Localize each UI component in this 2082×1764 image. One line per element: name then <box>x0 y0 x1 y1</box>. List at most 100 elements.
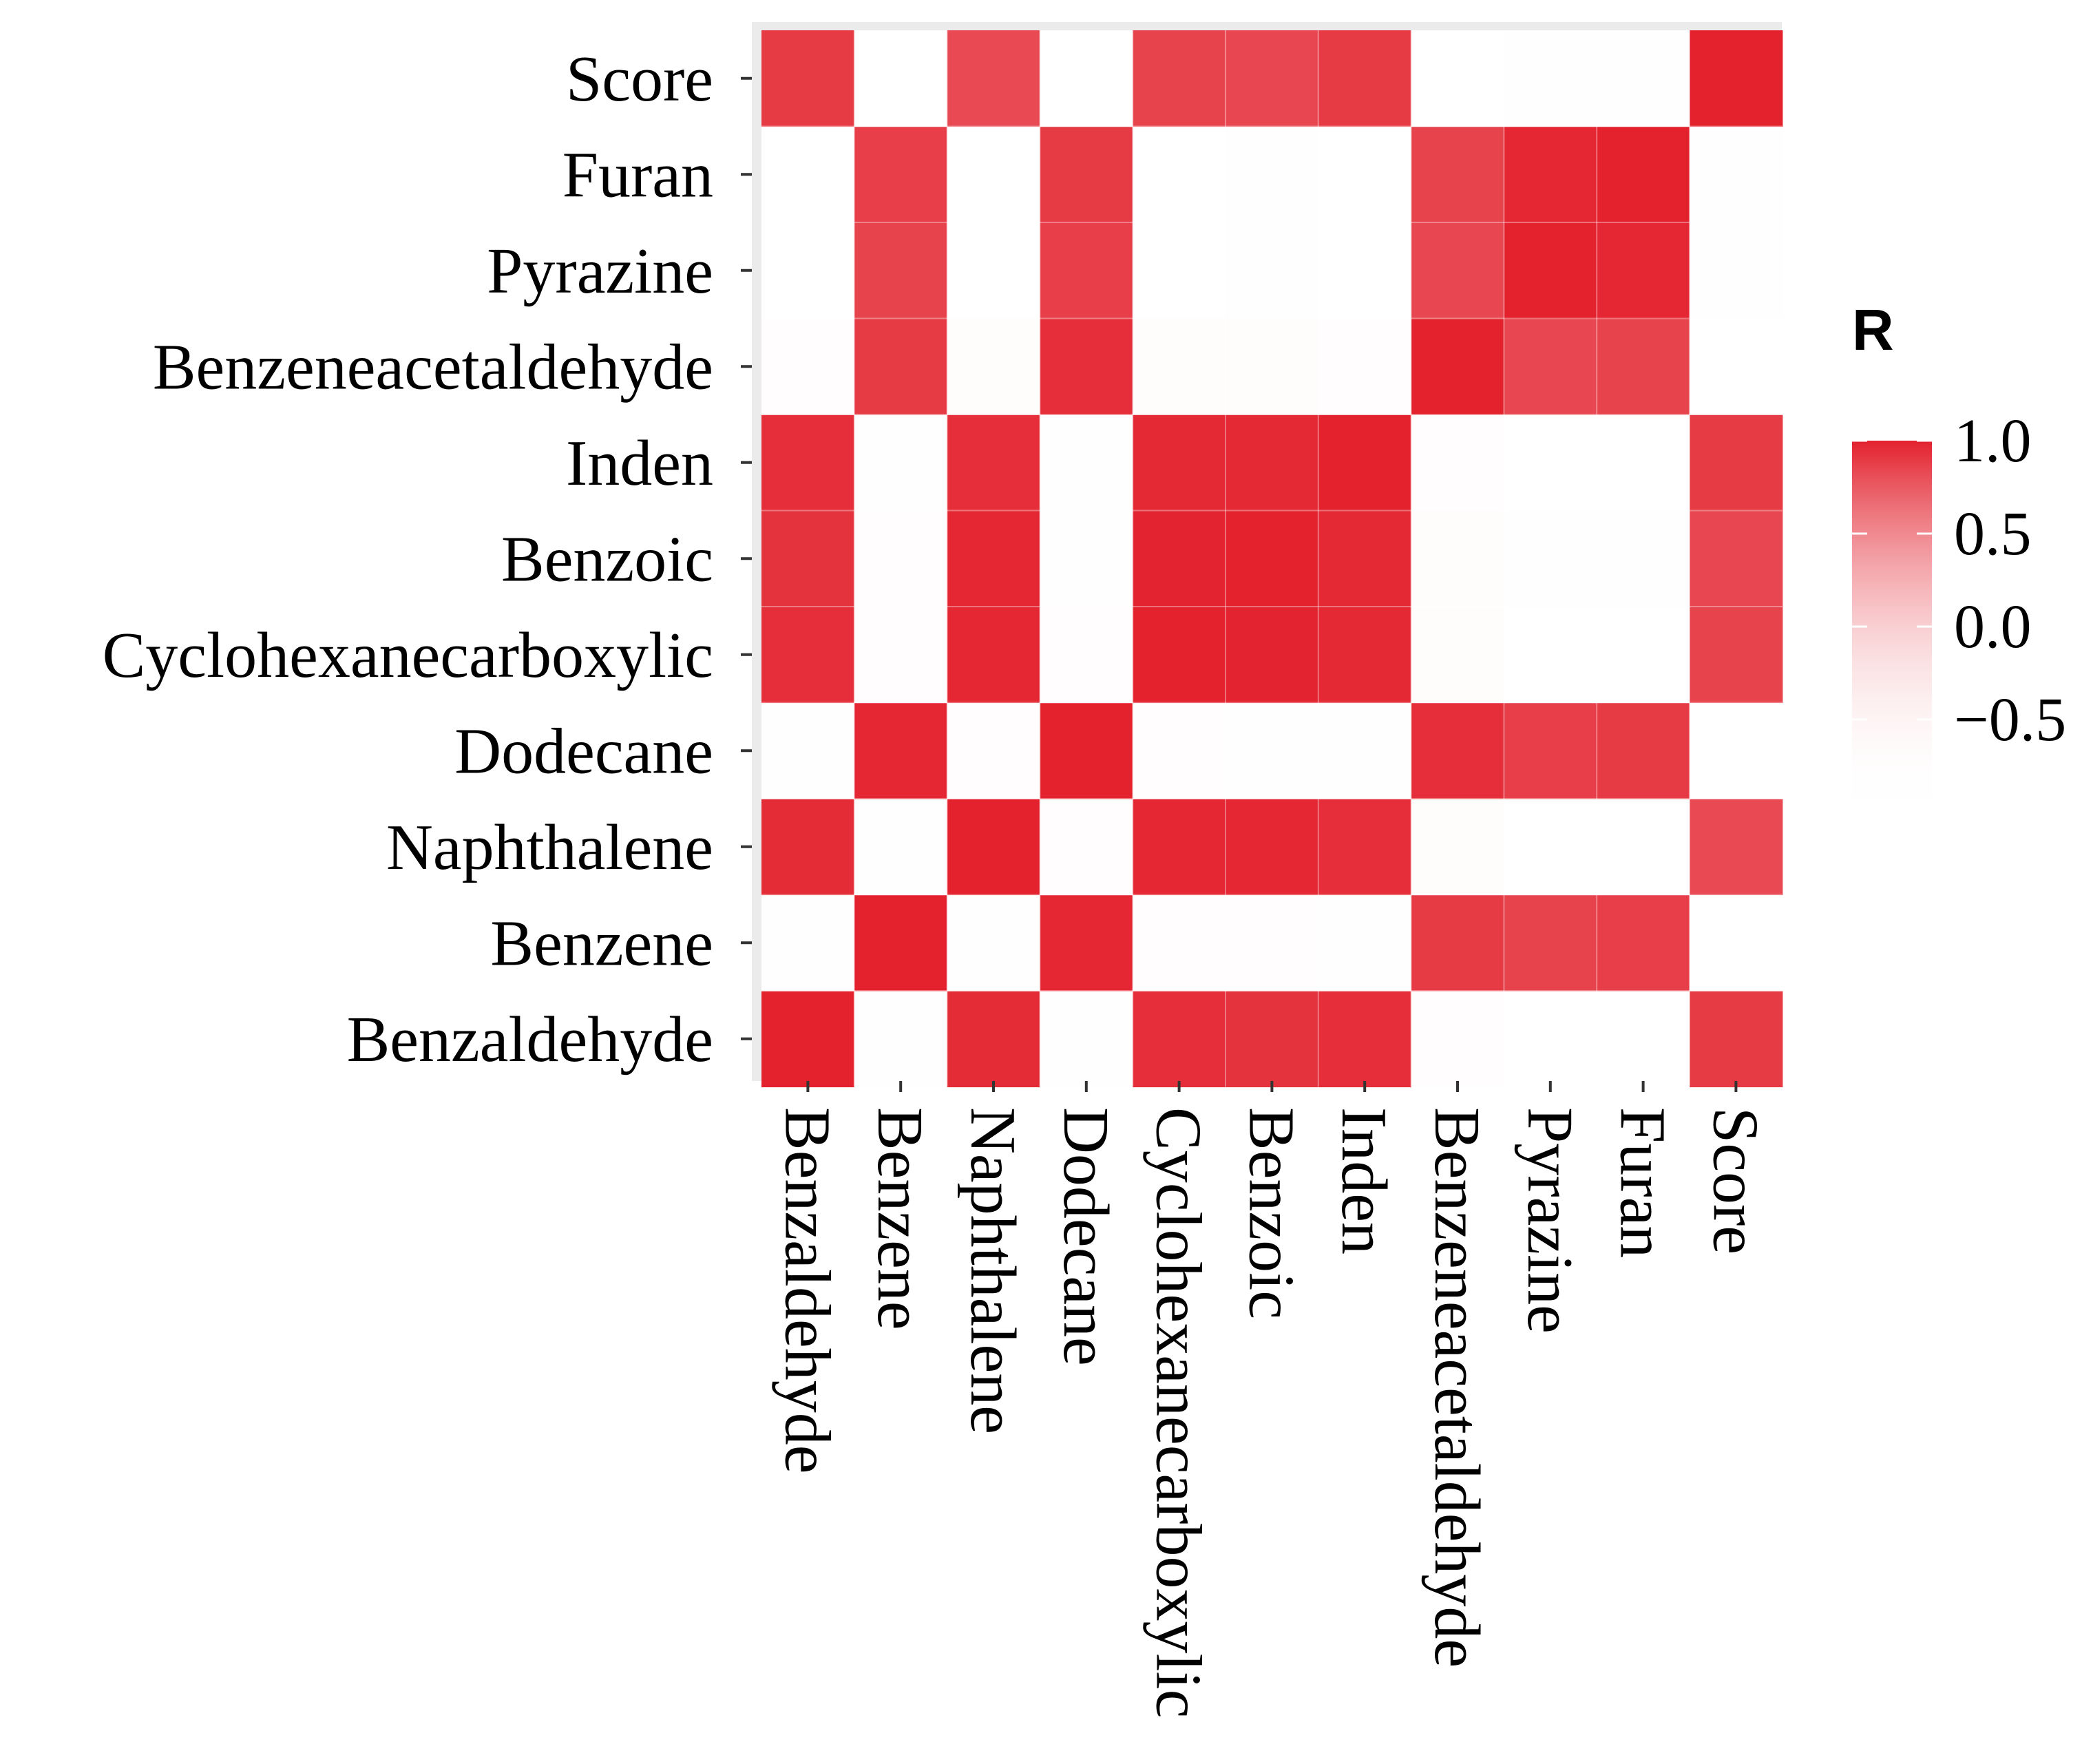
heatmap-cell <box>1040 894 1133 991</box>
heatmap-cell <box>1411 30 1504 127</box>
heatmap-cell <box>1504 991 1597 1088</box>
heatmap-cell <box>1411 222 1504 319</box>
x-tick-label: Benzaldehyde <box>771 1107 843 1473</box>
heatmap-cell <box>1597 510 1690 607</box>
heatmap-cell <box>854 222 948 319</box>
heatmap-cell <box>854 318 948 415</box>
heatmap-cell <box>1318 991 1412 1088</box>
heatmap-cell <box>761 894 855 991</box>
y-tick-label: Naphthalene <box>386 812 713 883</box>
x-tick-label: Score <box>1699 1107 1771 1254</box>
heatmap-cell <box>1318 414 1412 512</box>
heatmap-cell <box>1040 991 1133 1088</box>
heatmap-cell <box>1504 222 1597 319</box>
x-tick-label: Furan <box>1607 1107 1679 1258</box>
x-tick-label: Dodecane <box>1050 1107 1122 1366</box>
heatmap-cell <box>1690 510 1783 607</box>
heatmap-cell <box>1411 991 1504 1088</box>
heatmap-cell <box>1690 702 1783 799</box>
heatmap-cell <box>1040 126 1133 223</box>
heatmap-cell <box>1597 607 1690 704</box>
heatmap-cell <box>1690 30 1783 127</box>
heatmap-cell <box>1504 30 1597 127</box>
heatmap-cell <box>1597 991 1690 1088</box>
y-tick-label: Benzene <box>490 907 713 979</box>
heatmap-cell <box>1690 414 1783 512</box>
heatmap-cell <box>1504 607 1597 704</box>
heatmap-cell <box>761 222 855 319</box>
heatmap-cell <box>1040 510 1133 607</box>
heatmap-cell <box>1226 30 1319 127</box>
legend-title: R <box>1852 297 1894 362</box>
heatmap-cell <box>1133 799 1226 896</box>
y-tick-label: Inden <box>566 428 713 499</box>
heatmap-cell <box>1040 318 1133 415</box>
heatmap-cell <box>947 894 1040 991</box>
heatmap-cell <box>1226 799 1319 896</box>
legend-tick-label: −0.5 <box>1954 686 2066 754</box>
heatmap-cell <box>761 30 855 127</box>
heatmap-cell <box>947 799 1040 896</box>
y-tick-label: Score <box>566 43 713 115</box>
legend-tick-label: 0.5 <box>1954 500 2032 568</box>
y-axis: Benzaldehyde Benzene Naphthalene Dodecane Cy… <box>103 43 752 1075</box>
heatmap-cell <box>1133 894 1226 991</box>
heatmap-cell <box>1504 799 1597 896</box>
heatmap-cell <box>761 510 855 607</box>
x-tick-label: Cyclohexanecarboxylic <box>1143 1107 1214 1718</box>
y-tick-label: Pyrazine <box>487 235 713 307</box>
heatmap-cell <box>761 414 855 512</box>
x-axis: Benzaldehyde Benzene Naphthalene Dodecane Cy… <box>771 1081 1771 1718</box>
heatmap-cell <box>854 894 948 991</box>
heatmap-cell <box>1318 702 1412 799</box>
heatmap-cell <box>1597 222 1690 319</box>
heatmap-cell <box>1504 414 1597 512</box>
heatmap-cell <box>1690 894 1783 991</box>
heatmap-cell <box>1133 222 1226 319</box>
heatmap-cell <box>1318 799 1412 896</box>
heatmap-cell <box>1411 607 1504 704</box>
x-tick-label: Benzoic <box>1235 1107 1307 1319</box>
heatmap-cell <box>1318 607 1412 704</box>
heatmap-cell <box>1133 510 1226 607</box>
heatmap-cell <box>1226 318 1319 415</box>
heatmap-cell <box>854 799 948 896</box>
heatmap-cell <box>854 414 948 512</box>
heatmap-cell <box>1040 30 1133 127</box>
heatmap-cell <box>1597 799 1690 896</box>
heatmap-cell <box>1133 702 1226 799</box>
heatmap-cell <box>947 318 1040 415</box>
heatmap-cell <box>1226 222 1319 319</box>
heatmap-cell <box>761 607 855 704</box>
heatmap-cell <box>1504 894 1597 991</box>
x-tick-label: Naphthalene <box>957 1107 1029 1434</box>
heatmap-cell <box>1040 702 1133 799</box>
heatmap-cells <box>761 30 1783 1088</box>
heatmap-cell <box>1318 30 1412 127</box>
heatmap-cell <box>1597 894 1690 991</box>
heatmap-cell <box>1133 30 1226 127</box>
heatmap-cell <box>761 991 855 1088</box>
y-tick-label: Dodecane <box>454 715 713 787</box>
heatmap-cell <box>947 30 1040 127</box>
color-legend: R 1.0 0.5 0.0 −0.5 <box>1852 297 2066 812</box>
heatmap-cell <box>1504 318 1597 415</box>
heatmap-cell <box>947 222 1040 319</box>
heatmap-cell <box>1040 222 1133 319</box>
heatmap-cell <box>854 510 948 607</box>
heatmap-cell <box>947 702 1040 799</box>
heatmap-cell <box>1226 607 1319 704</box>
heatmap-cell <box>1504 510 1597 607</box>
heatmap-cell <box>761 318 855 415</box>
heatmap-cell <box>1411 318 1504 415</box>
heatmap-cell <box>1690 318 1783 415</box>
y-tick-label: Benzaldehyde <box>347 1004 713 1075</box>
heatmap-cell <box>1690 799 1783 896</box>
heatmap-cell <box>854 607 948 704</box>
heatmap-cell <box>1318 510 1412 607</box>
heatmap-cell <box>1226 702 1319 799</box>
heatmap-cell <box>947 510 1040 607</box>
heatmap-cell <box>947 991 1040 1088</box>
heatmap-cell <box>1040 414 1133 512</box>
